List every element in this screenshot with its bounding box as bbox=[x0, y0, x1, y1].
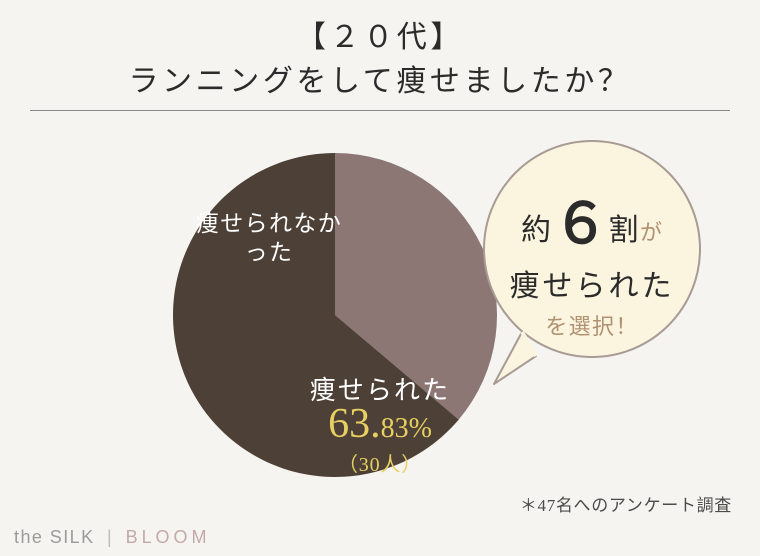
callout-l1b: ６ bbox=[553, 194, 609, 256]
callout-line2: 痩せられた bbox=[508, 261, 677, 305]
slice1-percent-small: 17% bbox=[267, 276, 308, 301]
slice2-percent: 63.83% bbox=[280, 400, 480, 448]
slice2-percent-small: 83% bbox=[381, 413, 432, 444]
brand-separator: | bbox=[101, 527, 119, 547]
callout-line3: を選択！ bbox=[483, 309, 701, 341]
slice1-count: （17人） bbox=[193, 306, 343, 332]
callout-bubble: 約６割が 痩せられた を選択！ bbox=[483, 140, 701, 358]
footer-note: ＊47名へのアンケート調査 bbox=[520, 491, 732, 516]
title-line2: ランニングをして痩せましたか？ bbox=[0, 56, 760, 100]
title-line1: 【２０代】 bbox=[0, 12, 760, 56]
slice1-percent-big: 36. bbox=[228, 270, 266, 303]
title-block: 【２０代】 ランニングをして痩せましたか？ bbox=[0, 0, 760, 100]
slice1-label: 痩せられなかった bbox=[194, 210, 344, 268]
callout-l1c: 割 bbox=[609, 214, 641, 247]
brand-part2: BLOOM bbox=[126, 527, 211, 547]
callout-l1d: が bbox=[640, 220, 663, 245]
slice2-percent-big: 63. bbox=[328, 401, 381, 447]
callout-line2-wrap: 痩せられた bbox=[483, 261, 701, 305]
callout-text: 約６割が 痩せられた を選択！ bbox=[483, 140, 701, 358]
slice2-count: （30人） bbox=[280, 448, 480, 477]
brand-part1: the SILK bbox=[14, 527, 95, 547]
callout-l1a: 約 bbox=[521, 214, 553, 247]
title-divider bbox=[30, 110, 730, 111]
brand-mark: the SILK | BLOOM bbox=[14, 527, 210, 548]
slice1-percent: 36.17% bbox=[193, 270, 343, 304]
callout-line1: 約６割が bbox=[483, 176, 701, 257]
